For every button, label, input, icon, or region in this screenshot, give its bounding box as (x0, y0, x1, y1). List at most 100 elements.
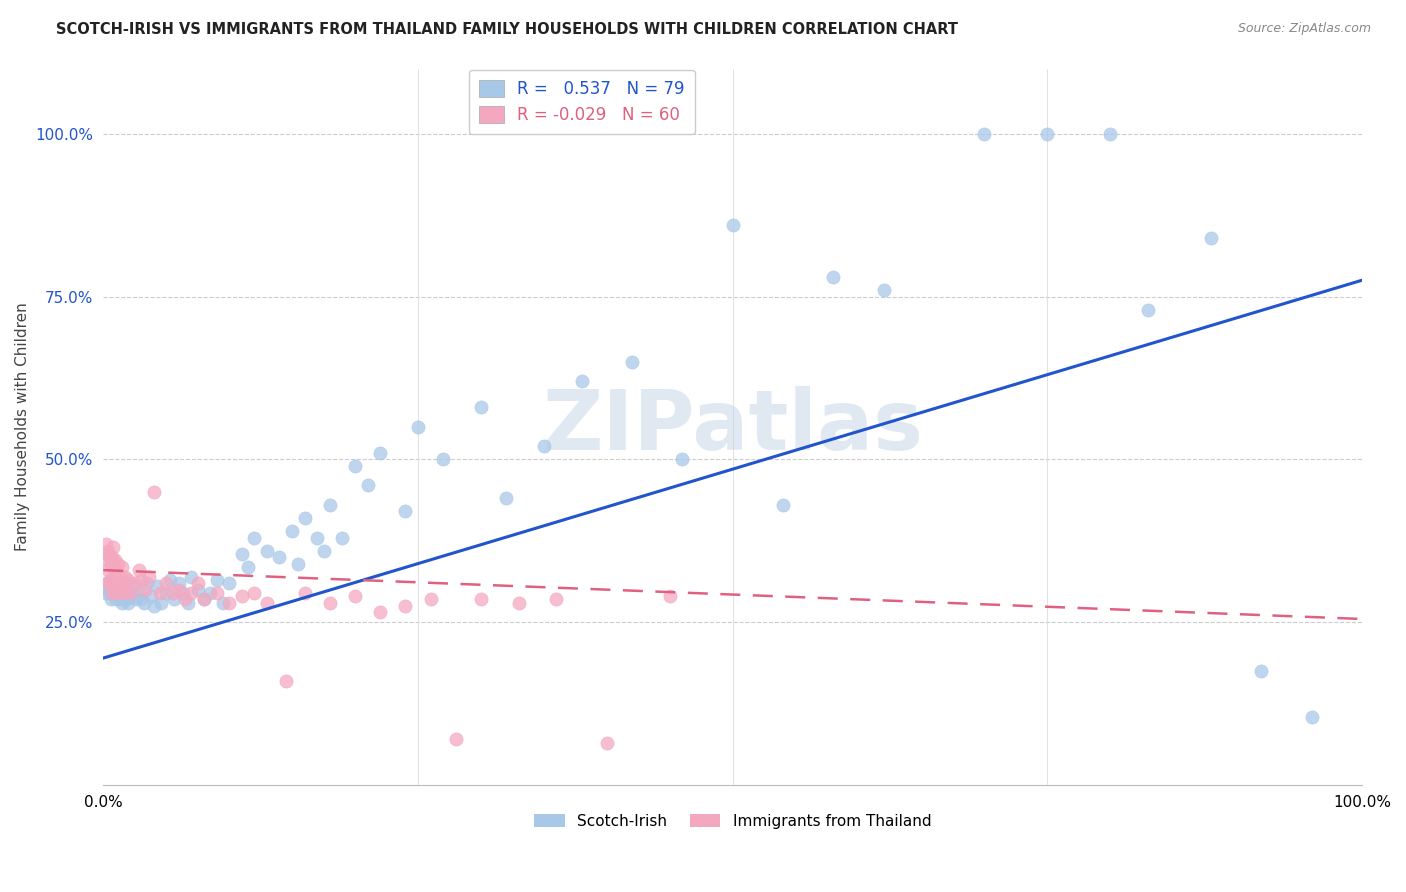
Point (319, 498, 342, 512)
Point (93, 553, 115, 567)
Point (205, 573, 228, 587)
Point (103, 541, 125, 555)
Point (174, 592, 197, 607)
Point (146, 579, 169, 593)
Point (155, 586, 177, 600)
Point (176, 596, 198, 610)
Point (100, 557, 122, 571)
Point (187, 582, 209, 597)
Point (495, 491, 517, 506)
Point (231, 547, 253, 561)
Point (98, 550, 121, 565)
Point (973, 127, 995, 141)
Point (356, 478, 378, 492)
Point (129, 592, 152, 607)
Point (150, 596, 173, 610)
Point (98, 573, 121, 587)
Point (218, 576, 240, 591)
Point (218, 596, 240, 610)
Point (269, 550, 291, 565)
Point (132, 596, 155, 610)
Point (98, 586, 121, 600)
Point (180, 586, 202, 600)
Point (149, 586, 172, 600)
Point (142, 485, 165, 500)
Point (1250, 664, 1272, 678)
Point (128, 563, 150, 577)
Point (115, 592, 138, 607)
Point (274, 673, 297, 688)
Point (1137, 302, 1160, 317)
Point (112, 586, 135, 600)
Point (1301, 709, 1323, 723)
Point (243, 586, 266, 600)
Point (508, 596, 530, 610)
Point (122, 579, 145, 593)
Point (772, 498, 794, 512)
Point (112, 586, 135, 600)
Point (287, 557, 309, 571)
Point (104, 586, 127, 600)
Legend: Scotch-Irish, Immigrants from Thailand: Scotch-Irish, Immigrants from Thailand (529, 807, 938, 835)
Point (444, 732, 467, 747)
Point (319, 596, 342, 610)
Point (721, 218, 744, 232)
Point (142, 599, 165, 613)
Point (200, 586, 222, 600)
Point (107, 582, 129, 597)
Point (111, 559, 134, 574)
Point (294, 511, 316, 525)
Point (281, 524, 304, 538)
Point (546, 592, 568, 607)
Point (419, 592, 441, 607)
Point (94, 586, 117, 600)
Point (105, 586, 128, 600)
Point (101, 579, 124, 593)
Point (470, 592, 492, 607)
Point (167, 582, 190, 597)
Point (124, 576, 146, 591)
Point (658, 589, 681, 603)
Point (103, 586, 125, 600)
Point (187, 576, 209, 591)
Point (1199, 231, 1222, 245)
Point (128, 586, 150, 600)
Point (163, 592, 186, 607)
Point (620, 354, 643, 368)
Text: SCOTCH-IRISH VS IMMIGRANTS FROM THAILAND FAMILY HOUSEHOLDS WITH CHILDREN CORRELA: SCOTCH-IRISH VS IMMIGRANTS FROM THAILAND… (56, 22, 959, 37)
Point (104, 592, 127, 607)
Point (97, 563, 120, 577)
Point (162, 586, 184, 600)
Point (114, 569, 136, 583)
Point (118, 586, 141, 600)
Point (406, 419, 429, 434)
Point (115, 582, 138, 597)
Point (100, 592, 122, 607)
Point (344, 589, 367, 603)
Point (115, 576, 138, 591)
Point (823, 270, 845, 285)
Point (307, 531, 329, 545)
Text: Source: ZipAtlas.com: Source: ZipAtlas.com (1237, 22, 1371, 36)
Point (96, 547, 118, 561)
Point (114, 582, 136, 597)
Point (432, 452, 454, 467)
Point (125, 592, 148, 607)
Point (97, 582, 120, 597)
Point (96, 576, 118, 591)
Point (193, 592, 215, 607)
Point (105, 579, 128, 593)
Point (136, 576, 159, 591)
Point (180, 569, 202, 583)
Point (138, 569, 160, 583)
Point (111, 596, 134, 610)
Point (129, 573, 152, 587)
Point (108, 592, 131, 607)
Point (368, 606, 391, 620)
Point (212, 596, 235, 610)
Point (107, 557, 129, 571)
Point (139, 589, 162, 603)
Point (294, 586, 316, 600)
Point (110, 576, 132, 591)
Point (256, 596, 278, 610)
